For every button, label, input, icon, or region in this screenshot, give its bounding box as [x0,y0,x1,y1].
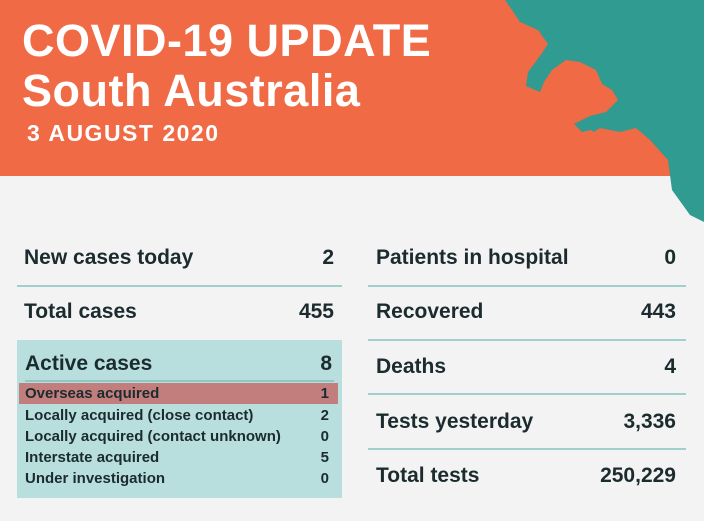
stat-value: 443 [640,300,676,323]
item-value: 0 [320,470,329,487]
active-item-overseas: Overseas acquired 1 [19,383,338,404]
stat-recovered: Recovered 443 [376,286,676,338]
stat-value: 455 [298,300,334,323]
item-label: Under investigation [25,470,166,487]
report-date: 3 AUGUST 2020 [27,120,220,146]
stat-label: Active cases [25,352,153,375]
stat-total-cases: Total cases 455 [24,286,334,338]
item-value: 0 [320,428,329,445]
divider [368,393,686,395]
stat-label: New cases today [24,246,194,269]
page-title-line-2: South Australia [22,65,361,116]
divider [25,380,334,382]
stat-label: Recovered [376,300,484,323]
active-item-local-unknown: Locally acquired (contact unknown) 0 [17,426,342,447]
stat-tests-yesterday: Tests yesterday 3,336 [376,396,676,448]
stat-value: 2 [322,246,334,269]
item-label: Locally acquired (contact unknown) [25,428,281,445]
active-item-interstate: Interstate acquired 5 [17,447,342,468]
item-value: 2 [320,407,329,424]
stat-label: Total tests [376,464,480,487]
active-item-local-close: Locally acquired (close contact) 2 [17,405,342,426]
item-value: 5 [320,449,329,466]
stat-label: Tests yesterday [376,410,534,433]
item-label: Overseas acquired [25,385,160,402]
stat-label: Total cases [24,300,137,323]
stat-value: 4 [664,355,676,378]
stat-value: 8 [320,352,332,375]
divider [17,285,342,287]
item-label: Locally acquired (close contact) [25,407,254,424]
stat-new-cases: New cases today 2 [24,232,334,284]
page-title-line-1: COVID-19 UPDATE [22,15,432,66]
stat-patients-in-hospital: Patients in hospital 0 [376,232,676,284]
active-item-under-investigation: Under investigation 0 [17,468,342,489]
stat-value: 0 [664,246,676,269]
south-australia-map-icon [505,0,704,222]
stat-total-tests: Total tests 250,229 [376,450,676,502]
stat-value: 3,336 [623,410,676,433]
item-label: Interstate acquired [25,449,160,466]
stat-value: 250,229 [600,464,676,487]
active-cases-heading: Active cases 8 [25,352,332,376]
item-value: 1 [320,385,329,402]
stat-label: Deaths [376,355,447,378]
divider [368,285,686,287]
divider [368,448,686,450]
stat-label: Patients in hospital [376,246,569,269]
active-cases-panel: Active cases 8 Overseas acquired 1 Local… [17,340,342,498]
stat-deaths: Deaths 4 [376,341,676,393]
divider [368,339,686,341]
